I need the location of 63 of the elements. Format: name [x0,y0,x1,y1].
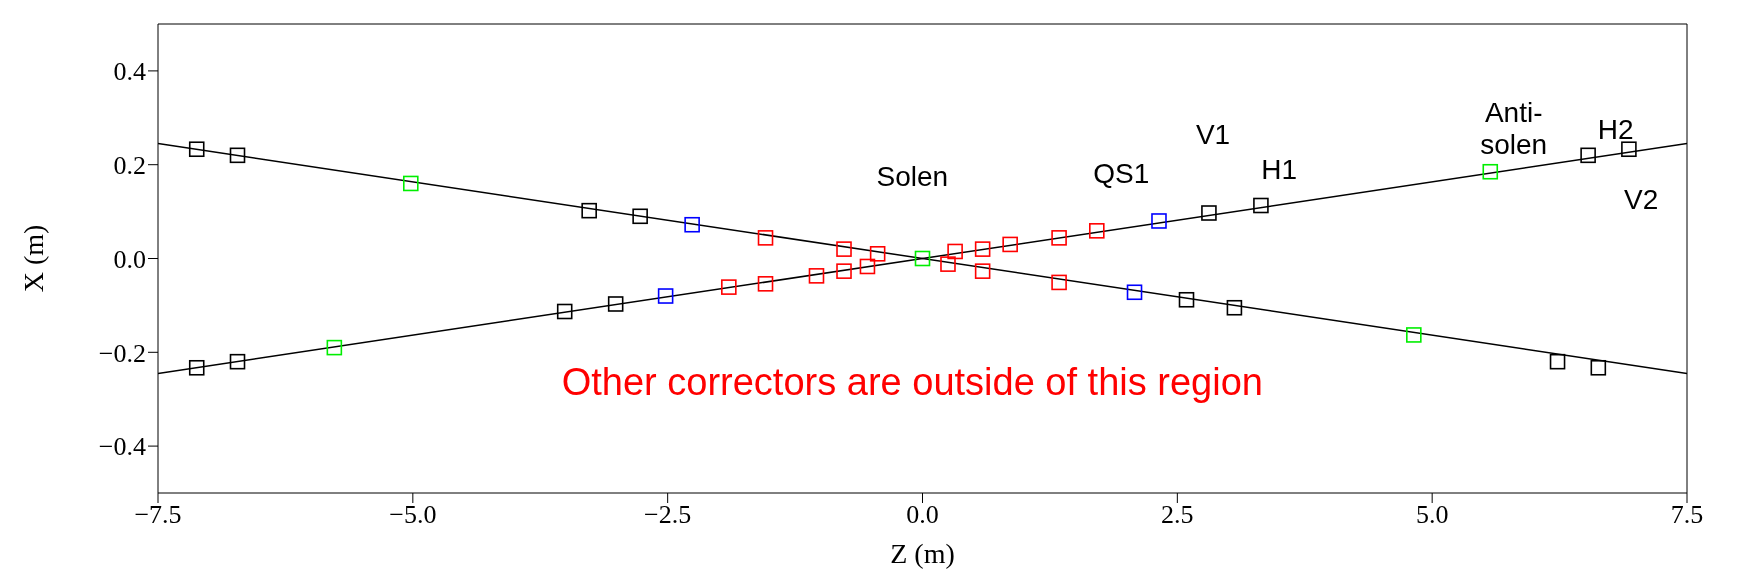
point [940,256,956,272]
point [607,296,624,312]
point [657,288,674,304]
point [1051,230,1067,246]
x-tick-label: 7.5 [1670,500,1704,530]
point [1226,299,1243,316]
point [188,141,205,158]
annotation: QS1 [1093,158,1150,190]
point [1580,147,1596,164]
point [403,175,419,192]
y-tick-label: 0.4 [113,57,146,87]
point [836,263,852,279]
annotation: Other correctors are outside of this region [561,360,1263,403]
x-tick-label: −2.5 [644,500,692,530]
x-axis-title: Z (m) [890,538,955,569]
x-tick-label: −7.5 [134,500,182,530]
point [808,268,825,284]
point [836,241,852,257]
point [229,353,246,370]
annotation: H2 [1597,113,1634,145]
point [914,250,931,267]
annotation: Anti- solen [1480,97,1548,161]
point [1089,223,1105,239]
point [869,246,886,262]
x-tick-label: 5.0 [1415,500,1449,530]
point [556,303,573,320]
annotation: V1 [1195,118,1231,150]
annotation: V2 [1624,184,1659,216]
x-tick-label: −5.0 [389,500,437,530]
y-axis-title: X (m) [17,224,49,293]
point [757,276,774,292]
point [1253,197,1269,214]
point [1002,236,1018,253]
point [1590,359,1607,376]
y-tick-label: −0.2 [98,338,146,368]
point [757,230,774,246]
point [1151,213,1167,229]
point [326,339,343,356]
point [632,208,648,225]
x-tick-label: 2.5 [1161,500,1194,530]
point [974,241,991,257]
point [1126,284,1143,301]
point [1621,141,1637,158]
y-tick-label: 0.2 [113,150,146,180]
point [684,216,700,233]
y-tick-label: −0.4 [98,432,146,462]
point [1201,205,1217,221]
point [859,258,876,275]
point [1482,163,1499,180]
point [947,243,963,260]
point [581,202,597,219]
annotation: H1 [1261,153,1298,185]
point [229,147,246,164]
point [974,263,991,279]
point [721,279,737,295]
y-tick-label: 0.0 [113,244,146,274]
point [1178,291,1195,308]
point [1406,327,1422,343]
annotation: Solen [876,160,949,192]
x-tick-label: 0.0 [906,500,939,530]
point [188,359,205,376]
point [1549,353,1566,370]
point [1051,274,1067,291]
